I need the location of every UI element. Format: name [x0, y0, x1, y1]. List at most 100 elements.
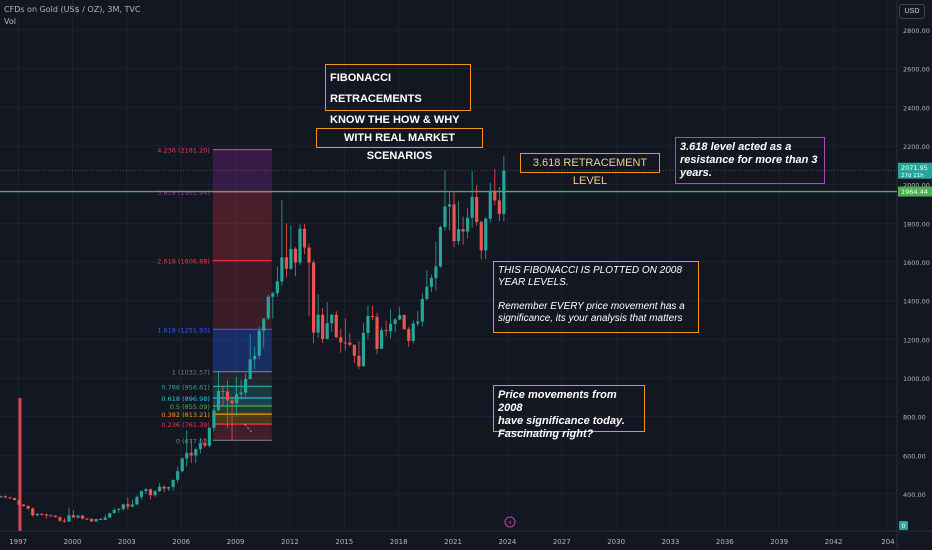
y-tick-label: 800.00: [903, 414, 926, 422]
countdown-value: 27d 11h: [901, 173, 924, 179]
fib-level-label: 3.618 (1961.94): [157, 189, 210, 197]
scenario-annotation: WITH REAL MARKET SCENARIOS: [316, 128, 483, 162]
y-tick-label: 2600.00: [903, 66, 930, 74]
candle-body: [22, 504, 26, 506]
title-annotation: FIBONACCI RETRACEMENTS KNOW THE HOW & WH…: [325, 64, 471, 126]
candle-body: [225, 391, 230, 401]
y-tick-label: 1000.00: [903, 375, 930, 383]
candle-body: [298, 228, 302, 263]
candle-body: [321, 314, 325, 339]
candle-body: [80, 515, 85, 519]
x-tick-label: 2024: [498, 538, 516, 546]
candle-body: [53, 515, 57, 518]
candle-body: [99, 518, 103, 520]
fib-zone: [212, 414, 272, 425]
candle-body: [416, 321, 420, 324]
retracement-level-annotation: 3.618 RETRACEMENT LEVEL: [520, 153, 660, 187]
y-tick-label: 600.00: [903, 452, 926, 460]
x-tick-label: 2012: [281, 538, 299, 546]
candle-body: [384, 330, 388, 332]
candle-body: [90, 518, 94, 522]
candle-body: [234, 394, 239, 404]
fib-zone: [212, 406, 272, 415]
candle-body: [76, 515, 80, 518]
candle-body: [189, 452, 193, 456]
candle-body: [112, 510, 116, 514]
last-price-value: 2071.95: [901, 164, 928, 172]
candle-body: [176, 471, 180, 480]
candle-body: [203, 443, 207, 446]
y-tick-label: 1800.00: [903, 220, 930, 228]
candle-body: [493, 190, 497, 201]
annotation-connector: [244, 424, 253, 433]
candle-body: [334, 314, 338, 338]
candle-body: [452, 204, 456, 242]
candle-body: [194, 449, 198, 456]
candle-body: [389, 323, 393, 332]
candle-body: [429, 278, 433, 287]
candle-body: [343, 342, 347, 344]
candle-body: [370, 315, 375, 317]
x-tick-label: 204: [881, 538, 895, 546]
candle-body: [144, 489, 148, 492]
candle-body: [302, 228, 307, 248]
y-tick-label: 2400.00: [903, 104, 930, 112]
candle-body: [94, 518, 98, 522]
x-tick-label: 2030: [607, 538, 625, 546]
fib-zone: [212, 192, 272, 261]
candle-body: [0, 496, 3, 498]
candle-body: [17, 499, 21, 505]
fib-zone: [212, 149, 272, 193]
candle-body: [438, 227, 443, 267]
y-tick-label: 2200.00: [903, 143, 930, 151]
candle-body: [312, 262, 316, 333]
fib-level-label: 0.786 (956.61): [161, 383, 210, 391]
last-price-tag: [898, 162, 932, 179]
fib-level-label: 0.5 (855.09): [170, 403, 210, 411]
plotted-note-annotation: THIS FIBONACCI IS PLOTTED ON 2008 YEAR L…: [493, 261, 699, 333]
x-tick-label: 2036: [716, 538, 734, 546]
candle-body: [167, 487, 171, 489]
candle-body: [411, 323, 415, 341]
candle-body: [157, 486, 162, 492]
event-icon-glyph: ⚡: [508, 519, 513, 527]
fib-level-label: 4.236 (2181.20): [157, 147, 210, 155]
candle-body: [484, 218, 488, 251]
candle-body: [425, 286, 429, 299]
currency-button[interactable]: USD: [899, 4, 925, 19]
x-tick-label: 2006: [172, 538, 190, 546]
fib-zone: [212, 397, 272, 407]
x-tick-label: 2009: [227, 538, 245, 546]
y-tick-label: 2800.00: [903, 27, 930, 35]
candle-body: [488, 190, 492, 219]
candle-body: [198, 443, 202, 450]
x-tick-label: 2021: [444, 538, 462, 546]
candle-body: [49, 515, 53, 517]
candle-body: [244, 378, 248, 393]
candle-body: [434, 266, 438, 279]
candle-body: [307, 247, 311, 263]
candle-body: [475, 196, 479, 222]
candle-body: [85, 518, 89, 520]
candle-body: [257, 330, 261, 356]
candle-body: [461, 229, 465, 232]
x-tick-label: 2027: [553, 538, 571, 546]
candle-body: [148, 489, 153, 496]
candle-body: [40, 513, 44, 515]
volume-indicator-label: Vol: [4, 17, 16, 26]
candle-body: [325, 323, 329, 339]
candle-body: [139, 491, 144, 497]
resistance-annotation: 3.618 level acted as a resistance for mo…: [675, 137, 825, 184]
candle-body: [339, 337, 343, 343]
candle-body: [375, 316, 379, 349]
candle-body: [239, 392, 243, 395]
candle-body: [153, 491, 157, 496]
x-tick-label: 2039: [770, 538, 788, 546]
fib-level-label: 0.618 (896.98): [161, 395, 210, 403]
candle-body: [361, 332, 366, 367]
y-tick-label: 1200.00: [903, 336, 930, 344]
candle-body: [502, 170, 506, 214]
volume-tag: [899, 521, 908, 530]
candle-body: [212, 410, 216, 428]
